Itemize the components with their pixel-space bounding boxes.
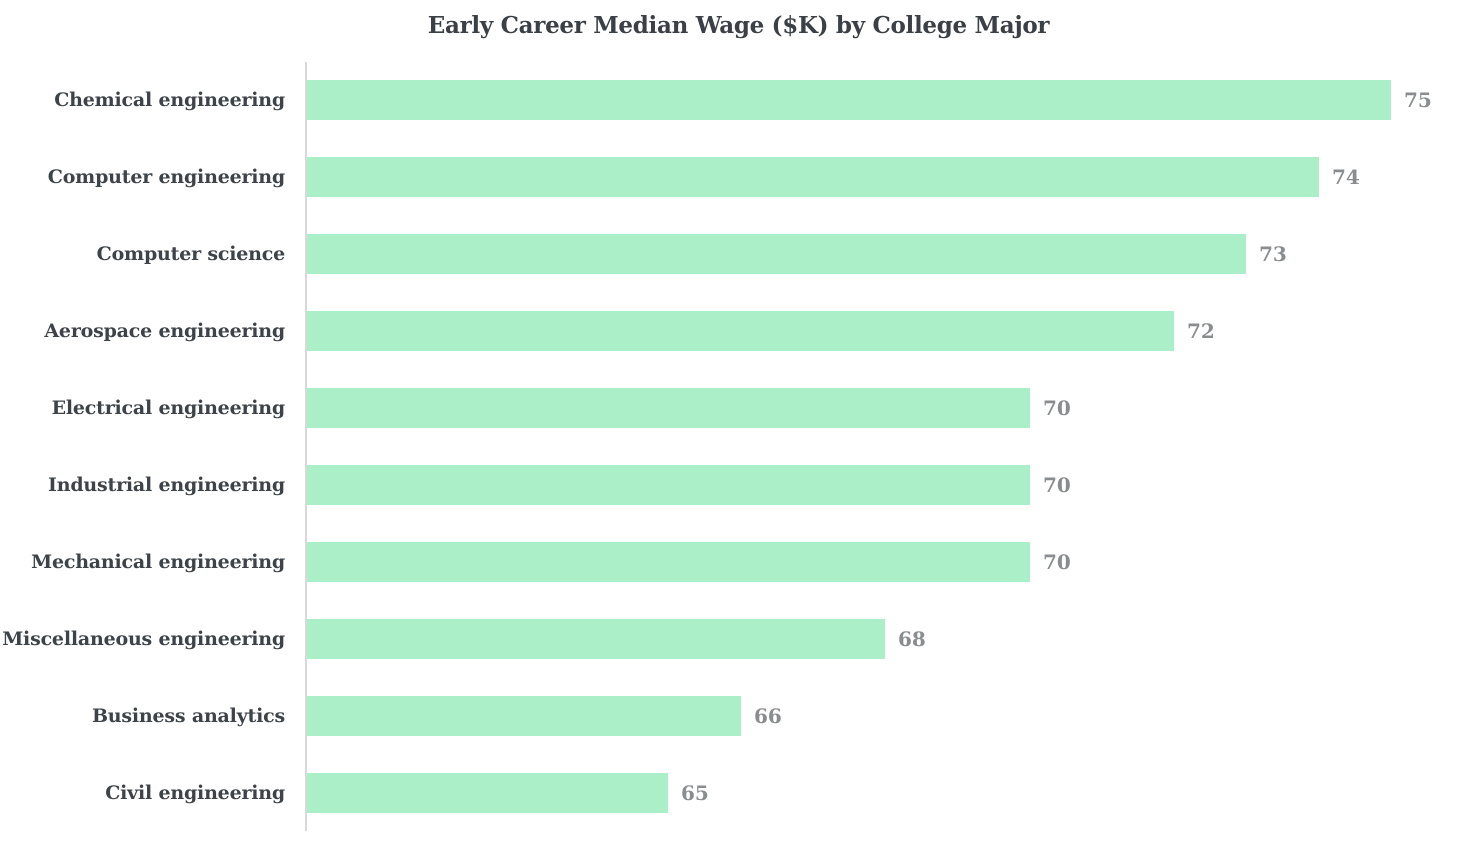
bar-row: Mechanical engineering 70 [0, 523, 1477, 601]
bar-area: 70 [305, 369, 1477, 447]
bar-area: 66 [305, 677, 1477, 755]
bar-area: 65 [305, 754, 1477, 832]
value-label: 68 [898, 626, 926, 651]
value-label: 75 [1404, 88, 1432, 113]
category-label: Miscellaneous engineering [2, 627, 285, 650]
bar-area: 75 [305, 62, 1477, 139]
bar [307, 234, 1246, 275]
value-label: 70 [1043, 549, 1071, 574]
bar-row: Computer science 73 [0, 215, 1477, 293]
bar-row: Electrical engineering 70 [0, 369, 1477, 447]
category-label: Computer science [96, 243, 286, 266]
value-label: 72 [1187, 319, 1215, 344]
bar [307, 541, 1030, 582]
bar-area: 70 [305, 446, 1477, 524]
bar-area: 68 [305, 600, 1477, 678]
bar-row: Chemical engineering 75 [0, 62, 1477, 139]
bar-area: 70 [305, 523, 1477, 601]
category-label: Aerospace engineering [44, 320, 285, 343]
value-label: 65 [681, 780, 709, 805]
bar-row: Industrial engineering 70 [0, 446, 1477, 524]
bar-row: Computer engineering 74 [0, 138, 1477, 216]
value-label: 73 [1259, 242, 1287, 267]
bar [307, 388, 1030, 429]
bar [307, 157, 1319, 198]
value-label: 66 [754, 703, 782, 728]
value-label: 70 [1043, 396, 1071, 421]
bar-row: Aerospace engineering 72 [0, 292, 1477, 370]
category-label: Civil engineering [105, 781, 285, 804]
bar [307, 464, 1030, 505]
bar [307, 311, 1174, 352]
category-label: Industrial engineering [48, 473, 285, 496]
category-label: Mechanical engineering [31, 550, 285, 573]
bar [307, 695, 741, 736]
bar-area: 74 [305, 138, 1477, 216]
bar-row: Civil engineering 65 [0, 754, 1477, 832]
value-label: 74 [1332, 165, 1360, 190]
bar-row: Miscellaneous engineering 68 [0, 600, 1477, 678]
category-label: Electrical engineering [51, 397, 286, 420]
category-label: Chemical engineering [54, 89, 285, 112]
value-label: 70 [1043, 472, 1071, 497]
bar-row: Business analytics 66 [0, 677, 1477, 755]
bar [307, 80, 1391, 121]
plot-area: Chemical engineering 75 Computer engineeri… [0, 62, 1477, 832]
bar-area: 73 [305, 215, 1477, 293]
chart-title: Early Career Median Wage ($K) by College… [427, 12, 1050, 39]
bar [307, 618, 885, 659]
bar-area: 72 [305, 292, 1477, 370]
category-label: Computer engineering [47, 166, 285, 189]
category-label: Business analytics [91, 704, 285, 727]
bar [307, 772, 668, 813]
